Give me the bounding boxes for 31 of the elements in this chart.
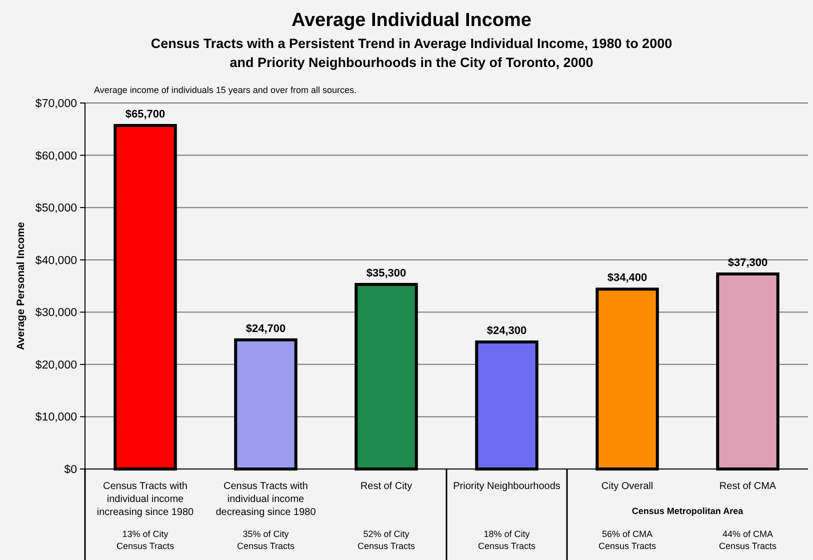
data-label: $35,300	[366, 267, 406, 280]
x-tick-label: Priority Neighbourhoods	[453, 481, 560, 492]
x-tick-label: City Overall	[601, 481, 654, 492]
text: 18% of City Census Tracts	[478, 529, 536, 551]
text: Average income of individuals 15 years and over from all sources.	[94, 85, 356, 95]
text: Census Metropolitan Area	[632, 506, 744, 516]
chart-title: Average Individual Income	[291, 10, 532, 31]
y-tick-label: $30,000	[35, 307, 77, 320]
y-tick-label: $50,000	[35, 202, 77, 215]
data-label: $34,400	[607, 272, 648, 284]
text: 35% of City Census Tracts	[236, 529, 296, 551]
x-tick-label: Rest of CMA	[719, 481, 776, 492]
y-tick-label: $40,000	[35, 254, 77, 267]
y-tick-label: $20,000	[35, 359, 77, 372]
data-label: $37,300	[728, 256, 768, 269]
text: 13% of City Census Tracts	[116, 529, 175, 551]
y-tick-label: $70,000	[35, 98, 77, 110]
x-tick-label: Rest of City	[360, 481, 412, 492]
chart-subtitle: Census Tracts with a Persistent Trend in Average Individual Income, 1980 to 2000 and Priority Neighbourhoods in the City of Toronto, 2000	[150, 36, 672, 70]
text: 56% of CMA Census Tracts	[598, 529, 657, 551]
data-label: $24,300	[486, 324, 527, 337]
y-tick-label: $10,000	[35, 412, 77, 424]
y-axis-title: Average Personal Income	[15, 222, 27, 350]
y-tick-label: $0	[64, 464, 77, 476]
data-label: $24,700	[246, 322, 286, 335]
y-tick-label: $60,000	[35, 150, 77, 162]
text: 52% of City Census Tracts	[357, 529, 416, 551]
x-tick-label: Census Tracts with individual income increasing since 1980	[96, 481, 194, 518]
text: 44% of CMA Census Tracts	[718, 529, 778, 551]
data-label: $65,700	[125, 108, 166, 120]
x-tick-label: Census Tracts with individual income decreasing since 1980	[216, 481, 316, 518]
